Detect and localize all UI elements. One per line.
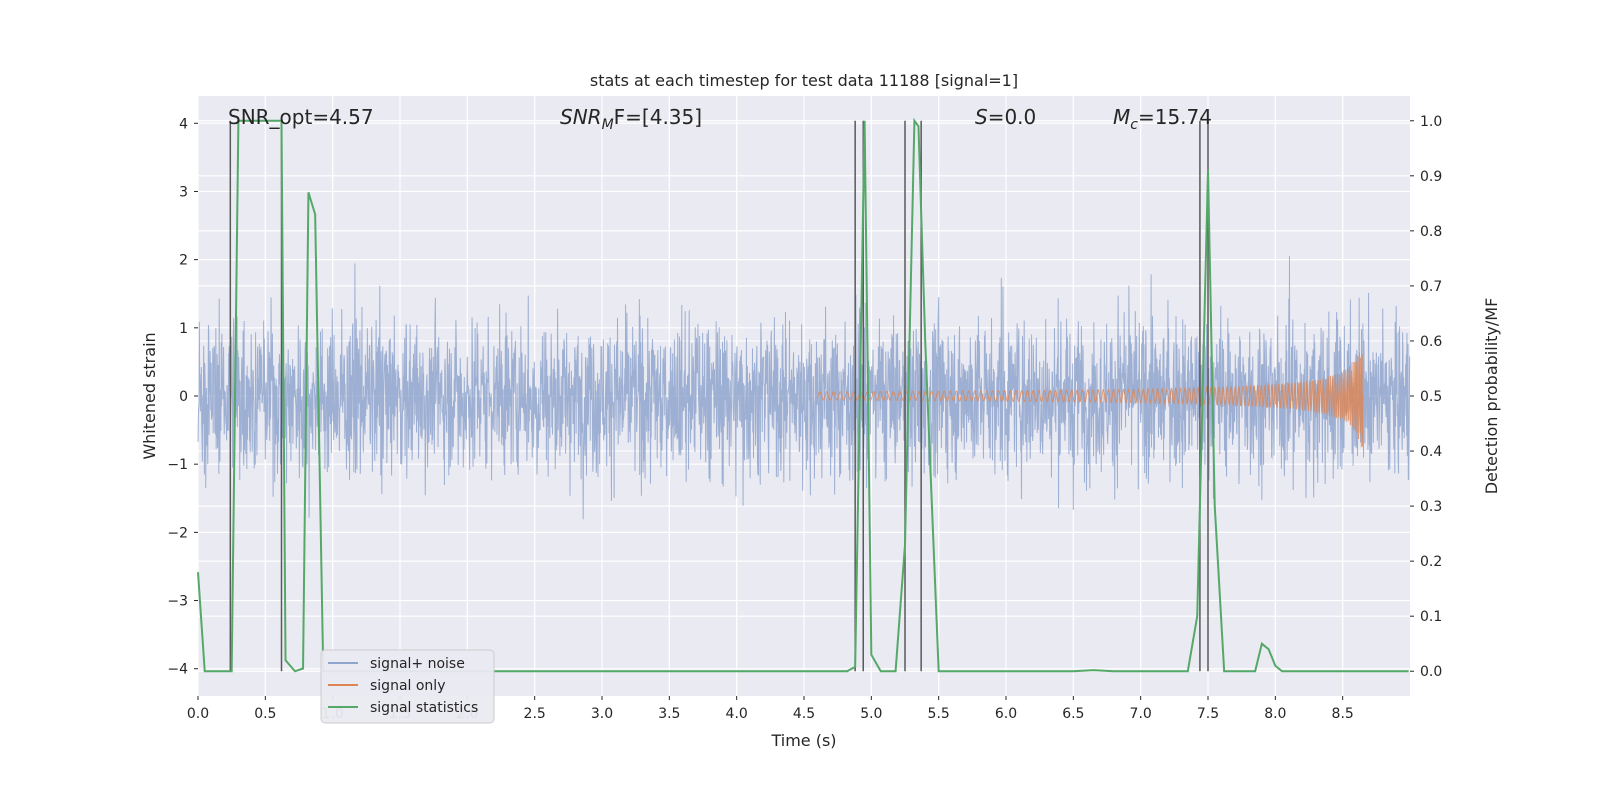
x-tick-label: 8.5	[1332, 706, 1354, 722]
signal-statistics-line	[197, 117, 1409, 673]
y-tick-label: 2	[179, 253, 188, 269]
annotation-mc-sub: c	[1130, 117, 1138, 133]
annotation-mc-base: M	[1113, 105, 1130, 129]
detection-markers	[229, 120, 1209, 672]
annotation-mc-rest: =15.74	[1138, 105, 1212, 129]
axes-ticks: 0.00.51.01.52.02.53.03.54.04.55.05.56.06…	[167, 114, 1442, 722]
y2-tick-label: 0.7	[1420, 279, 1442, 295]
y2-tick-label: 0.4	[1420, 444, 1442, 460]
x-tick-label: 0.0	[187, 706, 209, 722]
x-tick-label: 5.5	[928, 706, 950, 722]
legend-box	[320, 649, 495, 724]
y2-tick-label: 0.5	[1420, 389, 1442, 405]
x-tick-label: 7.0	[1130, 706, 1152, 722]
x-tick-label: 6.5	[1062, 706, 1084, 722]
y-tick-label: 4	[179, 116, 188, 132]
y2-tick-label: 0.3	[1420, 499, 1442, 515]
legend: signal+ noise signal only signal statist…	[320, 649, 495, 724]
y-axis-label: Whitened strain	[140, 332, 159, 459]
x-tick-label: 3.5	[658, 706, 680, 722]
series-signal-statistics	[197, 117, 1409, 673]
y2-tick-label: 0.8	[1420, 224, 1442, 240]
x-tick-label: 5.0	[860, 706, 882, 722]
y2-tick-label: 0.6	[1420, 334, 1442, 350]
annotation-s-base: S	[975, 105, 988, 129]
annotation-s: S=0.0	[975, 105, 1036, 129]
annotation-snr-mf-base: SNR	[560, 105, 602, 129]
y-tick-label: −2	[167, 525, 188, 541]
annotation-snr-mf-sub: M	[602, 117, 614, 133]
y2-tick-label: 0.0	[1420, 664, 1442, 680]
annotation-mc: Mc=15.74	[1113, 105, 1212, 133]
y-tick-label: −3	[167, 594, 188, 610]
annotation-snr-opt: SNR_opt=4.57	[228, 105, 374, 129]
y-tick-label: −4	[167, 662, 188, 678]
legend-label-signal-only: signal only	[370, 678, 445, 694]
y-tick-label: −1	[167, 457, 188, 473]
x-tick-label: 4.0	[726, 706, 748, 722]
x-tick-label: 2.5	[524, 706, 546, 722]
y-tick-label: 0	[179, 389, 188, 405]
y2-axis-label: Detection probability/MF	[1482, 298, 1501, 495]
y2-tick-label: 0.1	[1420, 609, 1442, 625]
x-axis-label: Time (s)	[770, 731, 836, 750]
legend-label-signal-statistics: signal statistics	[370, 700, 478, 716]
x-tick-label: 4.5	[793, 706, 815, 722]
x-tick-label: 3.0	[591, 706, 613, 722]
annotation-s-rest: =0.0	[988, 105, 1037, 129]
y2-tick-label: 1.0	[1420, 114, 1442, 130]
y-tick-label: 3	[179, 184, 188, 200]
legend-label-signal-plus-noise: signal+ noise	[370, 656, 465, 672]
annotation-snr-mf-rest: F=[4.35]	[614, 105, 702, 129]
y2-tick-label: 0.2	[1420, 554, 1442, 570]
x-tick-label: 0.5	[254, 706, 276, 722]
chart-title: stats at each timestep for test data 111…	[590, 71, 1018, 90]
y-tick-label: 1	[179, 321, 188, 337]
x-tick-label: 6.0	[995, 706, 1017, 722]
x-tick-label: 8.0	[1264, 706, 1286, 722]
y2-tick-label: 0.9	[1420, 169, 1442, 185]
x-tick-label: 7.5	[1197, 706, 1219, 722]
annotation-snr-mf: SNRMF=[4.35]	[560, 105, 702, 133]
